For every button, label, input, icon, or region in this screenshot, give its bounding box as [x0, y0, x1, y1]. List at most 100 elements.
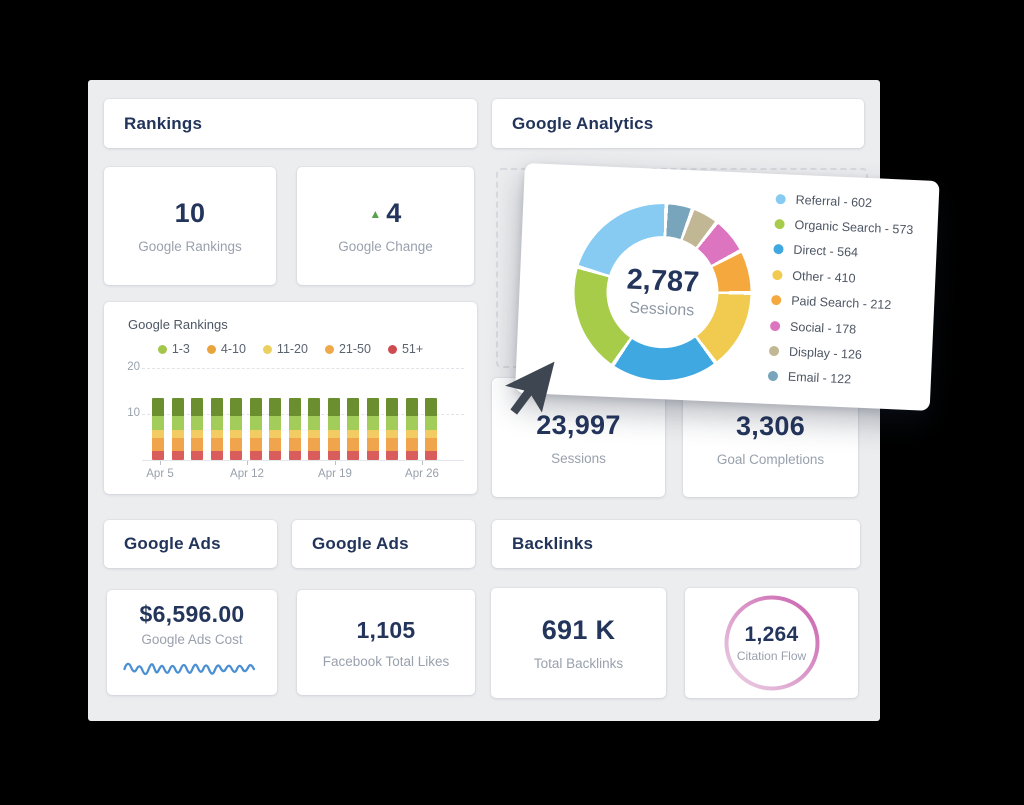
bar-segment-51+ [327, 451, 340, 460]
bar-segment-11-20 [327, 430, 340, 439]
bar-segment-11-20 [425, 430, 437, 439]
rankings-section-header: Rankings [104, 99, 477, 148]
x-axis-tick-label: Apr 26 [405, 468, 439, 480]
bar-segment-21-50 [249, 438, 262, 452]
bar-segment-4-10 [366, 415, 379, 431]
rankings-legend-item: 51+ [387, 342, 424, 356]
bar-segment-51+ [425, 451, 437, 460]
bar-segment-4-10 [191, 415, 203, 431]
y-axis-tick-20: 20 [127, 361, 140, 373]
bar-segment-1-3 [191, 398, 203, 416]
bar-segment-4-10 [210, 415, 223, 431]
bar-segment-1-3 [288, 398, 301, 416]
bar-segment-21-50 [347, 438, 359, 452]
rankings-legend-item: 1-3 [157, 342, 190, 356]
bar-segment-1-3 [249, 398, 262, 416]
bar-segment-21-50 [386, 438, 398, 452]
bar-segment-11-20 [386, 430, 398, 439]
bar-segment-11-20 [366, 430, 379, 439]
ranking-bar [191, 398, 203, 460]
rankings-legend-label: 4-10 [220, 342, 246, 356]
donut-center-value: 2,787 [626, 263, 700, 299]
donut-legend-label: Social - 178 [789, 319, 857, 337]
gridline-10 [142, 414, 464, 415]
ads-cost-value: $6,596.00 [139, 600, 245, 627]
bar-segment-21-50 [425, 438, 437, 452]
y-axis-tick-10: 10 [127, 407, 140, 419]
legend-dot-icon [775, 193, 786, 205]
x-axis-line [142, 460, 464, 461]
donut-legend-label: Display - 126 [788, 344, 863, 362]
google-change-label: Google Change [338, 239, 433, 254]
ranking-bar [308, 398, 320, 460]
google-ads-section-header-left: Google Ads [104, 520, 277, 568]
legend-dot-icon [768, 345, 780, 357]
bar-segment-4-10 [152, 415, 164, 431]
google-rankings-chart-card: Google Rankings 1-3 4-10 11-20 21-50 51+ 20 … [104, 302, 477, 494]
bar-segment-11-20 [308, 430, 320, 439]
rankings-legend: 1-3 4-10 11-20 21-50 51+ [104, 342, 477, 356]
goal-completions-value: 3,306 [735, 410, 806, 441]
citation-flow-gauge: 1,264 Citation Flow [723, 594, 821, 692]
backlinks-section-title: Backlinks [512, 534, 594, 553]
bar-segment-21-50 [405, 438, 418, 452]
sessions-label: Sessions [551, 450, 606, 466]
bar-segment-4-10 [327, 415, 340, 431]
google-ads-right-title: Google Ads [312, 534, 409, 553]
total-backlinks-value: 691 K [541, 615, 616, 645]
bar-segment-51+ [405, 451, 418, 460]
facebook-likes-card: 1,105 Facebook Total Likes [297, 590, 475, 695]
bar-segment-21-50 [308, 438, 320, 452]
facebook-likes-value: 1,105 [356, 616, 416, 643]
donut-center-label: Sessions [628, 299, 695, 320]
ranking-bar [152, 398, 164, 460]
x-axis-tickmark [247, 461, 248, 465]
bar-segment-11-20 [249, 430, 262, 439]
bar-segment-4-10 [386, 415, 398, 431]
rankings-legend-item: 11-20 [262, 342, 308, 356]
bar-segment-1-3 [269, 398, 281, 416]
rankings-legend-label: 11-20 [276, 342, 308, 356]
bar-segment-1-3 [210, 398, 223, 416]
backlinks-section-header: Backlinks [492, 520, 860, 568]
x-axis-tick-label: Apr 19 [318, 468, 352, 480]
bar-segment-11-20 [347, 430, 359, 439]
bar-segment-1-3 [152, 398, 164, 416]
bar-segment-1-3 [405, 398, 418, 416]
bar-segment-11-20 [230, 430, 242, 439]
bar-segment-1-3 [347, 398, 359, 416]
bar-segment-51+ [288, 451, 301, 460]
legend-dot-icon [769, 320, 781, 331]
donut-legend-label: Direct - 564 [793, 243, 859, 261]
bar-segment-11-20 [210, 430, 223, 439]
legend-dot-icon [774, 219, 785, 230]
legend-dot-icon [206, 344, 216, 354]
citation-flow-card: 1,264 Citation Flow [685, 588, 858, 698]
ranking-bar [288, 398, 301, 460]
bar-segment-4-10 [249, 415, 262, 431]
rankings-legend-item: 21-50 [324, 342, 371, 356]
ranking-bar [405, 398, 418, 460]
bar-segment-4-10 [425, 415, 437, 431]
citation-flow-ring [724, 595, 819, 691]
rankings-legend-label: 51+ [401, 342, 424, 356]
rankings-bars [152, 398, 437, 460]
google-rankings-kpi-card: 10 Google Rankings [104, 167, 276, 285]
legend-dot-icon [772, 269, 783, 281]
sessions-donut-widget-card[interactable]: 2,787 Sessions Referral - 602 Organic Sea… [514, 163, 940, 411]
citation-flow-value: 1,264 [744, 623, 799, 646]
bar-segment-11-20 [191, 430, 203, 439]
google-ads-cost-card: $6,596.00 Google Ads Cost [107, 590, 277, 695]
ranking-bar [366, 398, 379, 460]
bar-segment-21-50 [171, 438, 184, 452]
rankings-legend-label: 21-50 [338, 342, 371, 356]
bar-segment-21-50 [210, 438, 223, 452]
ranking-bar [327, 398, 340, 460]
total-backlinks-card: 691 K Total Backlinks [491, 588, 666, 698]
donut-legend-label: Other - 410 [792, 268, 856, 286]
facebook-likes-label: Facebook Total Likes [322, 653, 450, 669]
donut-legend-label: Referral - 602 [795, 192, 873, 210]
bar-segment-21-50 [230, 438, 242, 452]
bar-segment-51+ [210, 451, 223, 460]
